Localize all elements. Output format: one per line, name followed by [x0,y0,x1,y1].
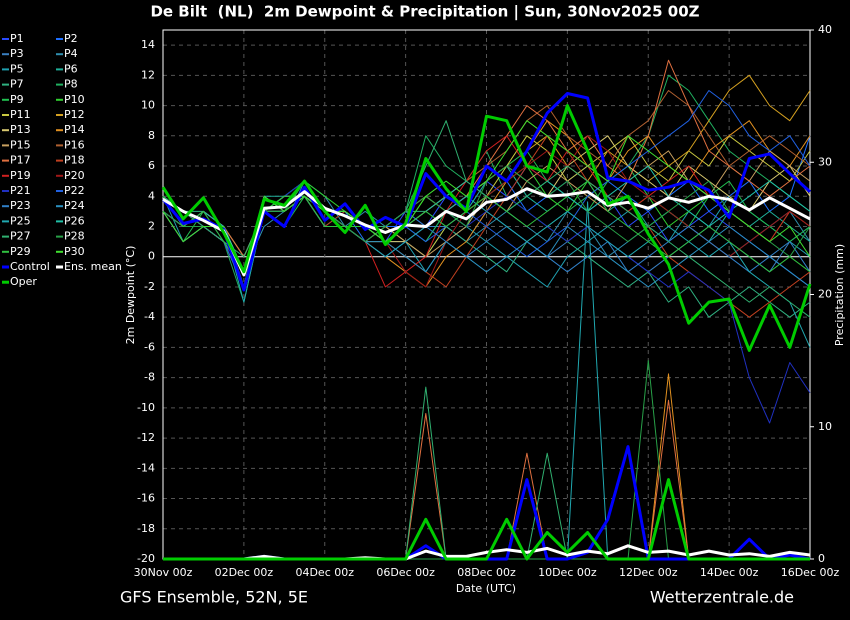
y2-tick-label: 20 [818,288,832,301]
legend-label: P13 [10,123,31,136]
legend-label: P23 [10,199,31,212]
y-tick-label: 14 [141,38,155,51]
y2-tick-label: 0 [818,552,825,565]
legend-label: P17 [10,154,31,167]
y-tick-label: -2 [144,280,155,293]
y-tick-label: -18 [137,522,155,535]
y-tick-label: 12 [141,68,155,81]
y-tick-label: -12 [137,431,155,444]
legend-label: P8 [64,78,78,91]
legend-label: P2 [64,32,78,45]
x-tick-label: 30Nov 00z [134,566,193,579]
legend-label: P25 [10,214,31,227]
dewpoint-line [161,104,812,352]
dewpoint-line [161,92,812,292]
legend-label: P5 [10,62,24,75]
x-axis-label: Date (UTC) [456,582,516,595]
legend-label: P20 [64,169,85,182]
source-label: GFS Ensemble, 52N, 5E [120,588,308,607]
y-tick-label: -8 [144,371,155,384]
y2-axis-label: Precipitation (mm) [833,244,846,346]
x-tick-label: 08Dec 00z [457,566,516,579]
legend-label: P11 [10,108,31,121]
x-tick-label: 02Dec 00z [215,566,274,579]
legend-label: P4 [64,47,78,60]
y-tick-label: -16 [137,492,155,505]
y-tick-label: 6 [148,159,155,172]
legend-label: P22 [64,184,85,197]
legend-label: P28 [64,230,85,243]
legend-label: P19 [10,169,31,182]
legend-label: P29 [10,245,31,258]
legend-label: P18 [64,154,85,167]
legend-label: P21 [10,184,31,197]
y-tick-label: -6 [144,340,155,353]
x-tick-label: 14Dec 00z [700,566,759,579]
y-tick-label: -14 [137,461,155,474]
legend-label: P1 [10,32,24,45]
legend-label: Oper [10,275,37,288]
legend-label: P12 [64,108,85,121]
legend-label: Control [10,260,50,273]
legend-label: P10 [64,93,85,106]
y2-tick-label: 40 [818,23,832,36]
legend-label: P16 [64,138,85,151]
x-tick-label: 12Dec 00z [619,566,678,579]
legend-label: P14 [64,123,85,136]
legend-label: P26 [64,214,85,227]
legend-label: P9 [10,93,24,106]
x-tick-label: 04Dec 00z [295,566,354,579]
chart-title: De Bilt (NL) 2m Dewpoint & Precipitation… [150,3,699,22]
precipitation-line [163,478,810,561]
legend-label: P24 [64,199,85,212]
legend-label: P15 [10,138,31,151]
y2-tick-label: 10 [818,420,832,433]
precipitation-line [163,544,811,561]
y2-tick-label: 30 [818,155,832,168]
legend-label: P6 [64,62,78,75]
credit-label: Wetterzentrale.de [650,588,794,607]
y-axis-label: 2m Dewpoint (°C) [124,246,137,345]
dewpoint-line [162,74,811,303]
x-tick-label: 06Dec 00z [376,566,435,579]
legend-label: Ens. mean [64,260,122,273]
y-tick-label: 0 [148,250,155,263]
dewpoint-line [162,187,811,277]
y-tick-label: 8 [148,129,155,142]
x-tick-label: 10Dec 00z [538,566,597,579]
y-tick-label: -4 [144,310,155,323]
y-tick-label: -20 [137,552,155,565]
y-tick-label: 4 [148,189,155,202]
y-tick-label: 2 [148,219,155,232]
x-tick-label: 16Dec 00z [781,566,840,579]
legend-label: P3 [10,47,24,60]
y-tick-label: 10 [141,99,155,112]
legend-label: P27 [10,230,31,243]
legend-label: P30 [64,245,85,258]
y-tick-label: -10 [137,401,155,414]
legend-label: P7 [10,78,24,91]
